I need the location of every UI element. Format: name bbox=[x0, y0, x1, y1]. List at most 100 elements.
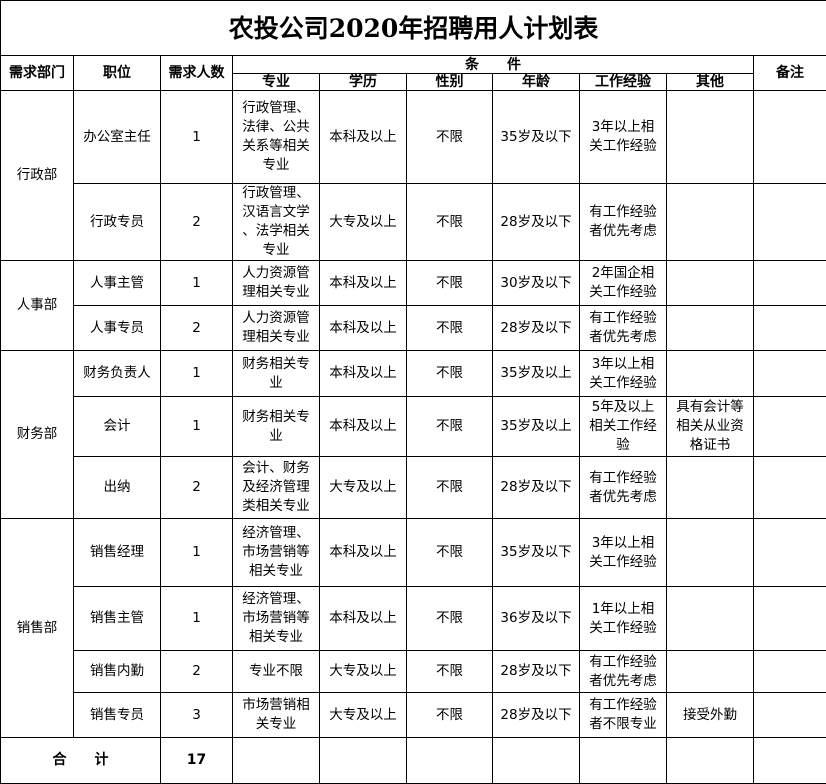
table-row: 销售内勤 2 专业不限 大专及以上 不限 28岁及以下 有工作经验 者优先考虑 bbox=[1, 650, 826, 693]
remarks-cell bbox=[752, 305, 826, 351]
header-gender: 性别 bbox=[406, 73, 493, 91]
header-remarks: 备注 bbox=[752, 55, 826, 91]
experience-cell: 有工作经验 者优先考虑 bbox=[579, 456, 667, 519]
remarks-cell bbox=[752, 456, 826, 519]
age-cell: 28岁及以下 bbox=[492, 183, 580, 261]
table-row: 销售主管 1 经济管理、 市场营销等 相关专业 本科及以上 不限 36岁及以下 1年以上相 … bbox=[1, 586, 826, 651]
experience-cell: 2年国企相 关工作经验 bbox=[579, 260, 667, 306]
count-cell: 1 bbox=[160, 396, 233, 457]
empty-cell bbox=[492, 737, 580, 784]
age-cell: 28岁及以下 bbox=[492, 456, 580, 519]
age-cell: 35岁及以下 bbox=[492, 90, 580, 184]
count-cell: 2 bbox=[160, 305, 233, 351]
header-count: 需求人数 bbox=[160, 55, 233, 91]
position-cell: 销售专员 bbox=[73, 692, 161, 738]
count-cell: 1 bbox=[160, 586, 233, 651]
empty-cell bbox=[666, 737, 754, 784]
header-other: 其他 bbox=[666, 73, 754, 91]
other-cell: 具有会计等 相关从业资 格证书 bbox=[666, 396, 754, 457]
education-cell: 本科及以上 bbox=[319, 396, 407, 457]
remarks-cell bbox=[752, 586, 826, 651]
other-cell bbox=[666, 350, 754, 397]
age-cell: 30岁及以下 bbox=[492, 260, 580, 306]
gender-cell: 不限 bbox=[406, 586, 493, 651]
gender-cell: 不限 bbox=[406, 692, 493, 738]
gender-cell: 不限 bbox=[406, 305, 493, 351]
other-cell bbox=[666, 586, 754, 651]
table-row: 人事部 人事主管 1 人力资源管 理相关专业 本科及以上 不限 30岁及以下 2年国企相 关工… bbox=[0, 260, 826, 351]
major-cell: 经济管理、 市场营销等 相关专业 bbox=[232, 518, 320, 587]
empty-cell bbox=[752, 737, 826, 784]
department-cell: 销售部 bbox=[0, 518, 74, 738]
department-cell: 行政部 bbox=[0, 90, 74, 261]
table-row: 人事专员 2 人力资源管 理相关专业 本科及以上 不限 28岁及以下 有工作经验 者优先考虑 bbox=[1, 305, 826, 351]
age-cell: 35岁及以下 bbox=[492, 518, 580, 587]
remarks-cell bbox=[752, 260, 826, 306]
experience-cell: 3年以上相 关工作经验 bbox=[579, 518, 667, 587]
header-conditions: 条 件 bbox=[232, 55, 754, 74]
major-cell: 市场营销相 关专业 bbox=[232, 692, 320, 738]
table-title: 农投公司2020年招聘用人计划表 bbox=[0, 0, 826, 56]
header-position: 职位 bbox=[73, 55, 161, 91]
other-cell bbox=[666, 456, 754, 519]
major-cell: 人力资源管 理相关专业 bbox=[232, 305, 320, 351]
experience-cell: 3年以上相 关工作经验 bbox=[579, 350, 667, 397]
count-cell: 2 bbox=[160, 650, 233, 693]
remarks-cell bbox=[752, 518, 826, 587]
gender-cell: 不限 bbox=[406, 183, 493, 261]
position-cell: 行政专员 bbox=[73, 183, 161, 261]
remarks-cell bbox=[752, 650, 826, 693]
other-cell: 接受外勤 bbox=[666, 692, 754, 738]
gender-cell: 不限 bbox=[406, 456, 493, 519]
count-cell: 3 bbox=[160, 692, 233, 738]
table-row: 销售专员 3 市场营销相 关专业 大专及以上 不限 28岁及以下 有工作经验 者不限专业 接受… bbox=[1, 692, 826, 738]
other-cell bbox=[666, 650, 754, 693]
total-row: 合 计 17 bbox=[0, 737, 826, 784]
major-cell: 人力资源管 理相关专业 bbox=[232, 260, 320, 306]
experience-cell: 有工作经验 者不限专业 bbox=[579, 692, 667, 738]
other-cell bbox=[666, 90, 754, 184]
major-cell: 会计、财务 及经济管理 类相关专业 bbox=[232, 456, 320, 519]
remarks-cell bbox=[752, 396, 826, 457]
position-cell: 出纳 bbox=[73, 456, 161, 519]
age-cell: 36岁及以下 bbox=[492, 586, 580, 651]
experience-cell: 有工作经验 者优先考虑 bbox=[579, 183, 667, 261]
position-cell: 办公室主任 bbox=[73, 90, 161, 184]
table-row: 行政部 办公室主任 1 行政管理、 法律、公共 关系等相关 专业 本科及以上 不限 35岁及… bbox=[0, 90, 826, 261]
experience-cell: 有工作经验 者优先考虑 bbox=[579, 305, 667, 351]
remarks-cell bbox=[752, 90, 826, 184]
gender-cell: 不限 bbox=[406, 90, 493, 184]
count-cell: 1 bbox=[160, 260, 233, 306]
count-cell: 1 bbox=[160, 350, 233, 397]
count-cell: 1 bbox=[160, 518, 233, 587]
experience-cell: 3年以上相 关工作经验 bbox=[579, 90, 667, 184]
age-cell: 28岁及以下 bbox=[492, 650, 580, 693]
position-cell: 会计 bbox=[73, 396, 161, 457]
gender-cell: 不限 bbox=[406, 650, 493, 693]
education-cell: 本科及以上 bbox=[319, 305, 407, 351]
other-cell bbox=[666, 518, 754, 587]
position-cell: 销售主管 bbox=[73, 586, 161, 651]
table-row: 行政专员 2 行政管理、 汉语言文学 、法学相关 专业 大专及以上 不限 28岁及以下 有工… bbox=[1, 183, 826, 261]
department-cell: 人事部 bbox=[0, 260, 74, 351]
empty-cell bbox=[232, 737, 320, 784]
other-cell bbox=[666, 305, 754, 351]
experience-cell: 1年以上相 关工作经验 bbox=[579, 586, 667, 651]
major-cell: 财务相关专 业 bbox=[232, 396, 320, 457]
count-cell: 2 bbox=[160, 183, 233, 261]
position-cell: 财务负责人 bbox=[73, 350, 161, 397]
experience-cell: 有工作经验 者优先考虑 bbox=[579, 650, 667, 693]
gender-cell: 不限 bbox=[406, 350, 493, 397]
major-cell: 行政管理、 汉语言文学 、法学相关 专业 bbox=[232, 183, 320, 261]
count-cell: 1 bbox=[160, 90, 233, 184]
age-cell: 35岁及以上 bbox=[492, 396, 580, 457]
remarks-cell bbox=[752, 692, 826, 738]
major-cell: 财务相关专 业 bbox=[232, 350, 320, 397]
education-cell: 大专及以上 bbox=[319, 650, 407, 693]
education-cell: 本科及以上 bbox=[319, 586, 407, 651]
major-cell: 行政管理、 法律、公共 关系等相关 专业 bbox=[232, 90, 320, 184]
major-cell: 专业不限 bbox=[232, 650, 320, 693]
age-cell: 35岁及以上 bbox=[492, 350, 580, 397]
education-cell: 本科及以上 bbox=[319, 90, 407, 184]
